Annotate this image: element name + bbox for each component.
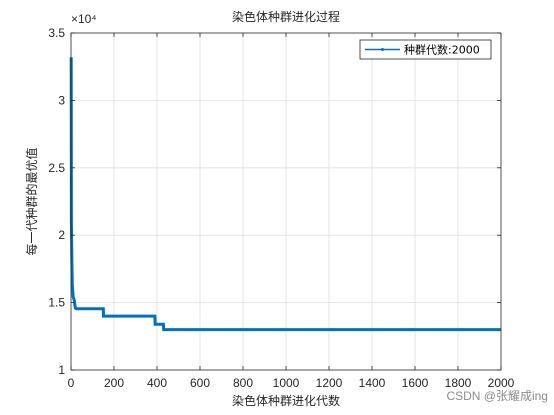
legend-swatch-marker [381,48,384,51]
legend: 种群代数:2000 [359,39,492,60]
x-tick-label: 1600 [402,376,429,390]
y-axis-exponent-label: ×10⁴ [71,12,97,26]
y-tick-label: 1 [58,363,65,377]
x-tick-label: 600 [190,376,210,390]
legend-box [359,39,492,60]
x-tick-label: 1400 [359,376,386,390]
y-tick-label: 3.5 [48,26,65,40]
x-axis-title: 染色体种群进化代数 [232,393,340,408]
series-line-0 [69,57,501,332]
x-tick-label: 200 [104,376,124,390]
legend-entry-label: 种群代数:2000 [404,43,480,57]
grid-lines [71,33,501,370]
x-tick-label: 400 [147,376,167,390]
x-tick-label: 1200 [316,376,343,390]
x-tick-label: 1000 [273,376,300,390]
watermark-text: CSDN @张耀成ing [446,389,548,403]
x-tick-label: 800 [233,376,253,390]
axis-ticks: 0 200 400 600 800 1000 1200 1400 1600 1800 2000 1 1.… [48,26,514,390]
y-axis-title: 每一代种群的最优值 [24,147,39,255]
y-tick-label: 2.5 [48,161,65,175]
x-tick-label: 2000 [488,376,515,390]
y-tick-label: 3 [58,93,65,107]
series-layer [69,57,501,332]
chart-title: 染色体种群进化过程 [232,9,340,24]
x-tick-label: 1800 [445,376,472,390]
y-tick-label: 2 [58,228,65,242]
y-tick-label: 1.5 [48,296,65,310]
x-tick-label: 0 [68,376,75,390]
